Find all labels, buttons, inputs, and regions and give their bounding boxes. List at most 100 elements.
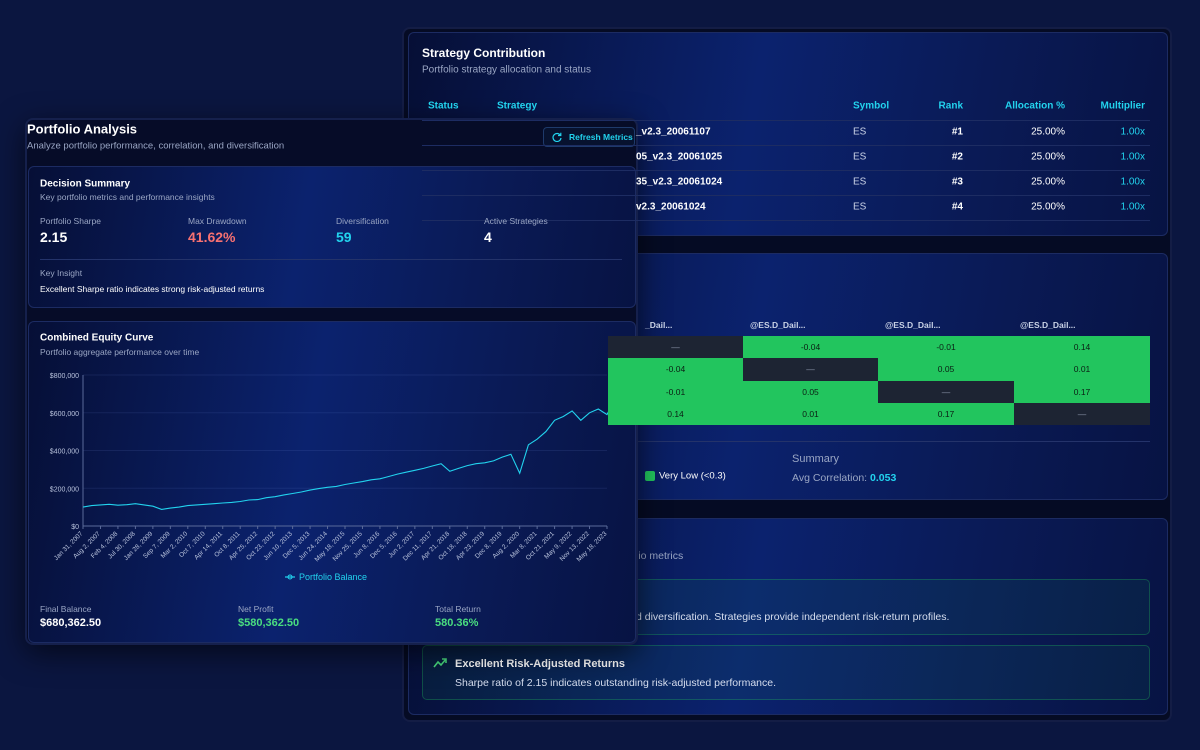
table-cell: #2 [951, 151, 963, 163]
legend-label: Very Low (<0.3) [659, 470, 726, 482]
matrix-cell [878, 358, 1014, 381]
matrix-cell [608, 336, 743, 359]
table-cell: v2.3_20061024 [636, 201, 706, 213]
matrix-cell [1014, 380, 1150, 403]
chart-subtitle: Portfolio aggregate performance over tim… [40, 347, 200, 357]
y-tick-label: $0 [71, 524, 79, 531]
matrix-value: 0.14 [667, 409, 684, 420]
stat-label: Final Balance [40, 604, 92, 614]
table-cell: 25.00% [1031, 151, 1065, 163]
metric-label: Max Drawdown [188, 216, 247, 226]
stat-label: Net Profit [238, 604, 274, 614]
column-header: Symbol [853, 100, 890, 112]
metric-label: Active Strategies [484, 216, 548, 226]
table-cell: ES [853, 126, 867, 138]
row-divider [422, 195, 1150, 196]
stat-value: $580,362.50 [238, 617, 300, 629]
row-divider [422, 220, 1150, 221]
matrix-cell [1014, 336, 1150, 359]
row-divider [422, 170, 1150, 171]
matrix-cell [743, 380, 878, 403]
column-header: Rank [938, 100, 963, 112]
card-title: Strategy Contribution [422, 46, 546, 60]
table-cell: 35_v2.3_20061024 [636, 176, 723, 188]
decision-card [28, 166, 636, 308]
metric-value: 4 [484, 229, 492, 245]
chart-title: Combined Equity Curve [40, 332, 154, 344]
matrix-value: 0.17 [1073, 386, 1091, 397]
y-tick-label: $600,000 [50, 411, 79, 418]
page-subtitle: Analyze portfolio performance, correlati… [27, 140, 285, 152]
table-cell: #1 [951, 126, 963, 138]
matrix-cell [878, 402, 1014, 426]
table-cell: 1.00x [1120, 201, 1145, 213]
table-cell: 1.00x [1120, 126, 1145, 138]
matrix-value: -0.04 [800, 342, 821, 353]
legend-dot [287, 574, 293, 580]
table-cell: 05_v2.3_20061025 [636, 151, 723, 163]
table-cell: 1.00x [1120, 176, 1145, 188]
matrix-header: @ES.D_Dail... [750, 320, 806, 330]
refresh-button[interactable]: Refresh Metrics [543, 127, 635, 147]
legend-swatch [645, 471, 655, 481]
matrix-cell [1014, 402, 1150, 426]
matrix-value: — [806, 364, 815, 375]
column-header: Allocation % [1004, 100, 1065, 112]
matrix-value: — [941, 386, 951, 397]
summary-label: Avg Correlation: [792, 472, 868, 484]
matrix-header: @ES.D_Dail... [885, 320, 941, 330]
page-title: Portfolio Analysis [27, 121, 138, 137]
matrix-cell [878, 336, 1014, 359]
equity-line [82, 397, 617, 510]
insight-text: Excellent Sharpe ratio indicates strong … [40, 284, 265, 294]
matrix-value: -0.04 [665, 364, 686, 375]
matrix-cell [878, 380, 1014, 403]
metric-label: Diversification [336, 216, 389, 226]
table-cell: 25.00% [1031, 176, 1065, 188]
matrix-value: -0.01 [665, 386, 686, 397]
matrix-value: — [671, 342, 680, 353]
summary-value: 0.053 [870, 472, 897, 484]
insight-title: Excellent Risk-Adjusted Returns [455, 658, 625, 670]
y-tick-label: $800,000 [50, 373, 79, 380]
refresh-icon [552, 132, 562, 142]
matrix-header: _Dail... [645, 320, 673, 330]
stat-label: Total Return [435, 604, 481, 614]
legend-label: Portfolio Balance [299, 572, 367, 582]
y-tick-label: $400,000 [50, 449, 79, 456]
card-subtitle: Key portfolio metrics and performance in… [40, 192, 215, 202]
column-header: Strategy [497, 100, 538, 112]
matrix-cell [1014, 358, 1150, 381]
column-header: Multiplier [1100, 100, 1145, 112]
metric-value: 59 [336, 229, 352, 245]
card-title: Decision Summary [40, 178, 131, 190]
column-header: Status [428, 100, 459, 112]
table-cell: 25.00% [1031, 126, 1065, 138]
row-divider [422, 145, 1150, 146]
table-cell: ES [853, 151, 867, 163]
divider [422, 441, 1150, 442]
matrix-value: — [1077, 409, 1087, 420]
stat-value: 580.36% [435, 617, 479, 629]
matrix-header: @ES.D_Dail... [1020, 320, 1076, 330]
insight-label: Key Insight [40, 268, 83, 278]
card-subtitle: Portfolio strategy allocation and status [422, 64, 591, 76]
card-subtitle: lio metrics [636, 550, 684, 562]
divider [40, 259, 622, 260]
metric-value: 41.62% [188, 229, 236, 245]
matrix-cell [608, 402, 743, 426]
matrix-cell [743, 336, 878, 359]
table-cell: #3 [951, 176, 963, 188]
matrix-cell [743, 402, 878, 426]
equity-card [28, 321, 636, 643]
table-cell: ES [853, 176, 867, 188]
matrix-value: 0.14 [1073, 342, 1091, 353]
table-cell: 25.00% [1031, 201, 1065, 213]
insight-box [422, 645, 1150, 700]
matrix-cell [608, 380, 743, 403]
metric-value: 2.15 [40, 229, 68, 245]
y-tick-label: $200,000 [50, 486, 79, 493]
table-cell: _v2.3_20061107 [636, 126, 711, 138]
